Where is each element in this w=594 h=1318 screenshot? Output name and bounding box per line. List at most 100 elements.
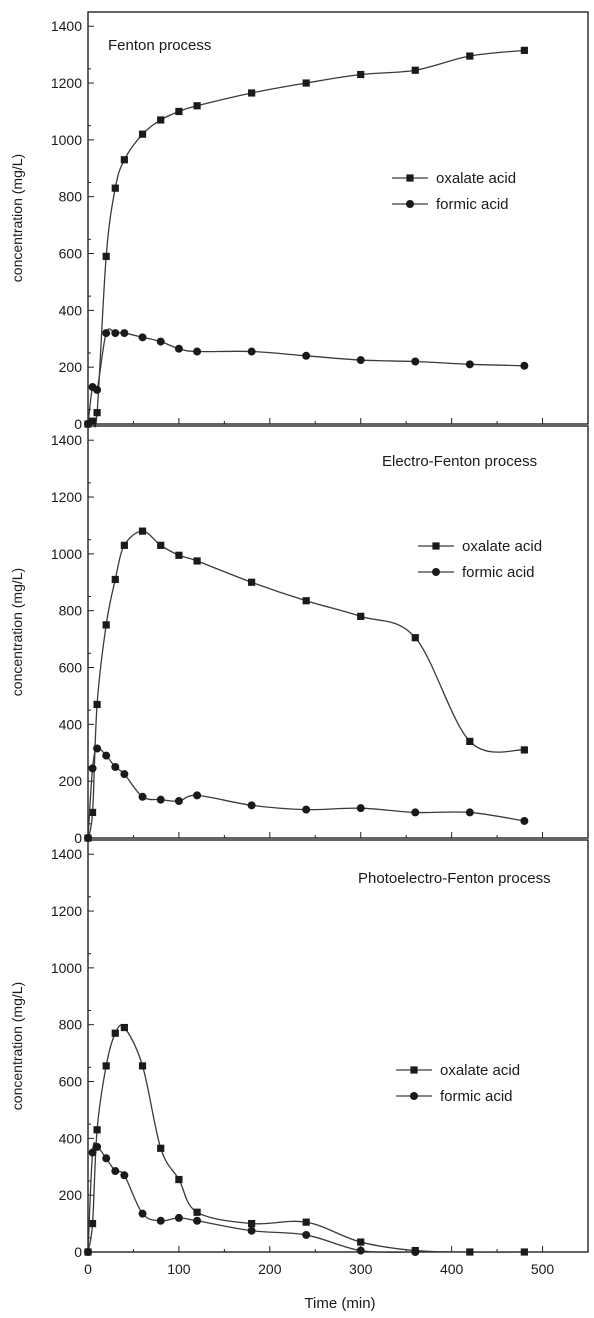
x-tick-label: 200 xyxy=(258,1261,282,1277)
y-tick-label: 1200 xyxy=(51,75,82,91)
series-line-circle xyxy=(87,328,525,425)
legend-label: formic acid xyxy=(440,1088,513,1105)
y-tick-label: 800 xyxy=(59,189,83,205)
data-point-square xyxy=(302,1218,310,1226)
data-point-square xyxy=(193,102,201,110)
data-point-circle xyxy=(302,351,311,360)
y-tick-label: 1400 xyxy=(51,846,82,862)
data-point-circle xyxy=(193,1216,202,1225)
y-tick-label: 600 xyxy=(59,246,83,262)
y-tick-label: 1200 xyxy=(51,903,82,919)
y-tick-label: 400 xyxy=(59,716,83,732)
data-point-square xyxy=(102,252,110,260)
data-point-square xyxy=(357,70,365,79)
data-point-circle xyxy=(84,1248,92,1256)
data-point-square xyxy=(93,1126,101,1134)
data-point-circle xyxy=(356,1246,365,1255)
data-point-circle xyxy=(465,360,474,369)
data-point-circle xyxy=(174,1213,183,1222)
legend-marker-square xyxy=(406,174,414,182)
plot-frame-1 xyxy=(87,11,589,425)
data-point-square xyxy=(138,130,147,138)
data-point-square xyxy=(175,107,183,116)
data-point-square xyxy=(88,1219,97,1228)
y-tick-label: 800 xyxy=(59,1017,83,1033)
x-tick-label: 100 xyxy=(167,1261,191,1277)
data-point-square xyxy=(88,808,97,817)
legend-label: oxalate acid xyxy=(440,1062,520,1079)
data-point-square xyxy=(520,46,528,54)
panel-title: Photoelectro-Fenton process xyxy=(358,870,551,887)
data-point-circle xyxy=(247,1226,256,1235)
data-point-square xyxy=(138,1062,147,1070)
plot-frame-2 xyxy=(87,425,589,839)
x-tick-label: 400 xyxy=(440,1261,464,1277)
data-point-circle xyxy=(111,762,120,771)
data-point-square xyxy=(111,575,119,584)
data-point-circle xyxy=(102,1154,111,1163)
data-point-square xyxy=(411,634,419,642)
x-tick-label: 300 xyxy=(349,1261,373,1277)
data-point-square xyxy=(248,89,256,97)
data-point-square xyxy=(466,52,474,60)
data-point-circle xyxy=(520,816,529,825)
y-tick-label: 800 xyxy=(59,603,83,619)
data-point-square xyxy=(520,1248,528,1256)
data-point-square xyxy=(466,1248,474,1256)
data-point-square xyxy=(411,66,419,74)
data-point-square xyxy=(138,527,147,535)
legend-marker-circle xyxy=(410,1092,418,1100)
data-point-square xyxy=(193,1208,201,1216)
data-point-circle xyxy=(247,347,256,356)
data-point-square xyxy=(157,1144,165,1152)
data-point-square xyxy=(357,1238,365,1246)
legend-marker-circle xyxy=(406,200,414,208)
data-point-circle xyxy=(93,385,102,394)
plot-frame-3 xyxy=(87,839,589,1253)
legend-label: formic acid xyxy=(462,564,535,581)
data-point-circle xyxy=(138,792,147,801)
data-point-circle xyxy=(156,337,165,346)
y-tick-label: 1200 xyxy=(51,489,82,505)
data-point-square xyxy=(302,79,310,87)
series-line-square xyxy=(87,49,525,428)
data-point-circle xyxy=(138,1209,147,1218)
series-line-circle xyxy=(87,1142,416,1253)
series-line-square xyxy=(87,530,525,839)
data-point-circle xyxy=(411,1248,420,1256)
data-point-square xyxy=(102,621,110,629)
data-point-circle xyxy=(411,808,420,817)
series-line-square xyxy=(87,1024,525,1253)
data-point-circle xyxy=(138,333,147,342)
data-point-circle xyxy=(111,329,120,338)
data-point-square xyxy=(111,184,119,192)
y-axis-label: concentration (mg/L) xyxy=(9,154,25,282)
y-tick-label: 200 xyxy=(59,359,83,375)
data-point-square xyxy=(111,1029,119,1037)
data-point-circle xyxy=(302,1230,311,1239)
data-point-circle xyxy=(247,801,256,810)
data-point-circle xyxy=(356,356,365,365)
data-point-square xyxy=(302,597,310,605)
data-point-circle xyxy=(302,805,311,814)
x-axis-label: Time (min) xyxy=(304,1295,375,1312)
data-point-circle xyxy=(520,361,529,370)
y-axis-label: concentration (mg/L) xyxy=(9,982,25,1110)
y-tick-label: 400 xyxy=(59,302,83,318)
data-point-square xyxy=(248,578,256,586)
y-tick-label: 1400 xyxy=(51,432,82,448)
data-point-circle xyxy=(193,791,202,800)
data-point-circle xyxy=(102,751,111,760)
data-point-circle xyxy=(93,744,102,753)
data-point-circle xyxy=(356,804,365,813)
y-tick-label: 200 xyxy=(59,1187,83,1203)
data-point-square xyxy=(466,737,474,745)
data-point-square xyxy=(248,1219,256,1228)
y-axis-label: concentration (mg/L) xyxy=(9,568,25,696)
y-tick-label: 1000 xyxy=(51,546,82,562)
y-tick-label: 600 xyxy=(59,660,83,676)
data-point-circle xyxy=(120,770,129,779)
y-tick-label: 200 xyxy=(59,773,83,789)
data-point-circle xyxy=(88,1148,97,1157)
